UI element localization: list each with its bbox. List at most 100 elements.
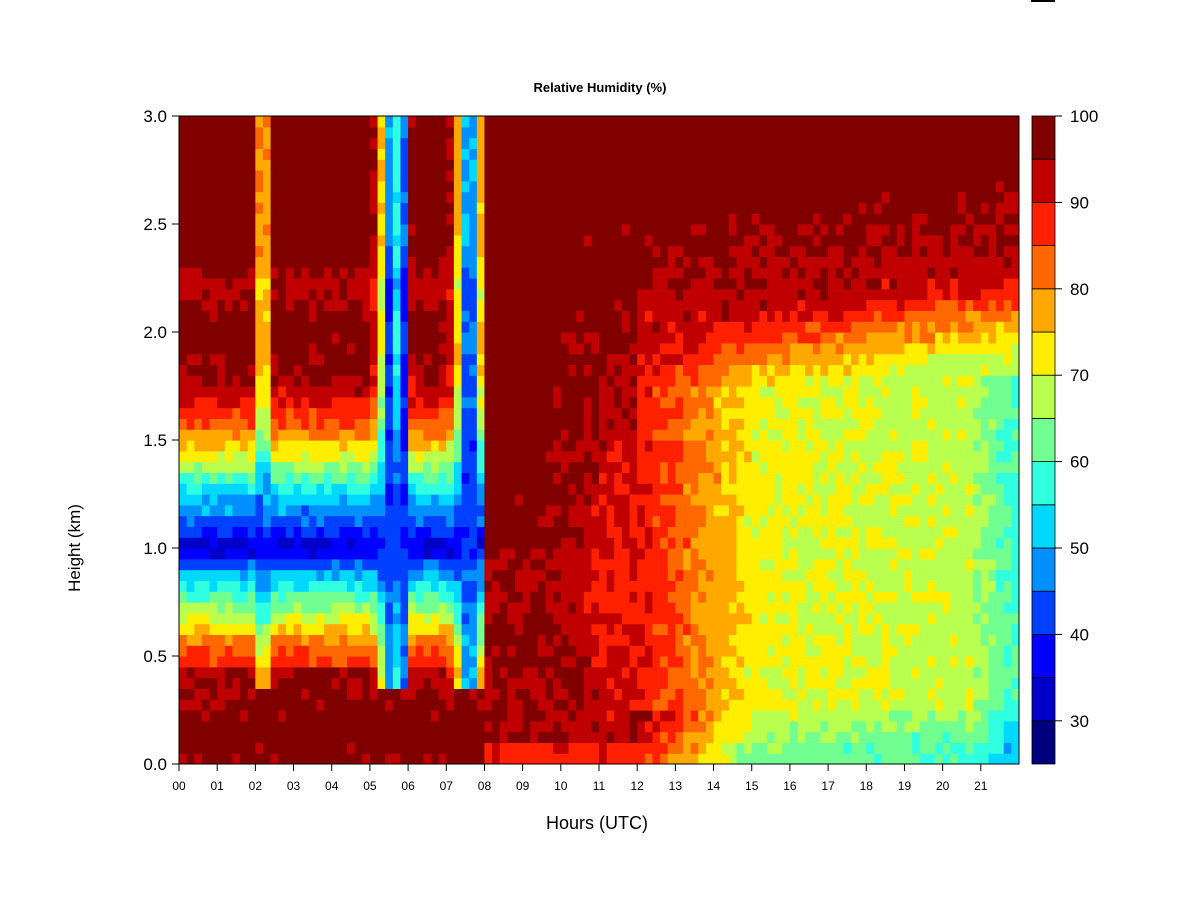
heatmap-cell [767,267,776,279]
heatmap-cell [217,126,226,139]
heatmap-cell [331,666,340,679]
heatmap-cell [499,645,508,657]
heatmap-cell [797,342,806,355]
heatmap-cell [690,526,699,538]
heatmap-cell [652,699,661,711]
heatmap-cell [553,515,562,527]
heatmap-cell [744,591,753,603]
heatmap-cell [255,386,264,398]
heatmap-cell [583,548,592,560]
heatmap-cell [415,731,424,743]
heatmap-cell [530,440,539,452]
heatmap-cell [438,537,447,549]
heatmap-cell [560,342,570,355]
heatmap-cell [515,375,524,387]
heatmap-cell [698,299,707,311]
heatmap-cell [713,418,722,430]
heatmap-cell [667,429,676,441]
heatmap-cell [408,137,417,149]
heatmap-cell [751,310,760,322]
heatmap-cell [606,483,615,495]
heatmap-cell [515,202,524,214]
heatmap-cell [179,267,188,279]
heatmap-cell [232,677,241,689]
heatmap-cell [583,656,592,668]
heatmap-cell [652,116,661,128]
heatmap-cell [767,731,776,743]
heatmap-cell [423,396,432,409]
heatmap-cell [476,688,486,700]
heatmap-cell [469,245,478,257]
heatmap-cell [667,332,676,344]
heatmap-cell [629,159,638,171]
heatmap-cell [400,278,409,290]
heatmap-cell [652,332,661,344]
heatmap-cell [599,742,608,754]
heatmap-cell [690,483,699,495]
heatmap-cell [362,440,371,452]
heatmap-cell [316,224,325,236]
heatmap-cell [270,234,279,247]
heatmap-cell [270,191,279,203]
heatmap-cell [713,731,722,743]
heatmap-cell [660,504,669,517]
heatmap-cell [637,137,646,149]
heatmap-cell [293,234,302,247]
heatmap-cell [683,753,692,764]
heatmap-cell [194,537,203,549]
heatmap-cell [339,548,348,560]
heatmap-cell [629,278,638,290]
heatmap-cell [324,645,333,657]
heatmap-cell [301,159,310,171]
heatmap-cell [805,612,814,625]
heatmap-cell [736,310,745,322]
heatmap-cell [446,634,455,646]
heatmap-cell [224,116,234,128]
heatmap-cell [324,548,333,560]
heatmap-cell [484,321,493,333]
heatmap-cell [316,591,325,603]
heatmap-cell [285,548,295,560]
heatmap-cell [431,364,440,376]
heatmap-cell [492,666,501,679]
heatmap-cell [385,753,394,764]
heatmap-cell [553,407,562,419]
heatmap-cell [782,634,791,646]
heatmap-cell [217,310,226,322]
heatmap-cell [774,321,783,333]
heatmap-cell [744,494,753,506]
heatmap-cell [476,742,486,754]
heatmap-cell [453,558,463,571]
heatmap-cell [331,742,340,754]
heatmap-cell [263,267,272,279]
heatmap-cell [194,202,203,214]
heatmap-cell [705,256,715,268]
heatmap-cell [660,278,669,290]
heatmap-cell [721,116,730,128]
heatmap-cell [629,666,638,679]
heatmap-cell [201,116,211,128]
heatmap-cell [767,137,776,149]
corner-mark [1031,0,1055,2]
heatmap-cell [293,386,302,398]
heatmap-cell [660,731,669,743]
heatmap-cell [751,332,760,344]
heatmap-cell [415,699,424,711]
heatmap-cell [644,666,654,679]
heatmap-cell [484,591,493,603]
heatmap-cell [621,375,631,387]
heatmap-cell [606,612,615,625]
heatmap-cell [347,137,356,149]
heatmap-cell [469,526,478,538]
heatmap-cell [362,461,371,473]
heatmap-cell [369,332,379,344]
heatmap-cell [599,288,608,301]
heatmap-cell [499,224,508,236]
heatmap-cell [362,656,371,668]
heatmap-cell [385,612,394,625]
heatmap-cell [324,461,333,473]
heatmap-cell [232,537,241,549]
heatmap-cell [484,634,493,646]
heatmap-cell [331,731,340,743]
heatmap-cell [705,440,715,452]
